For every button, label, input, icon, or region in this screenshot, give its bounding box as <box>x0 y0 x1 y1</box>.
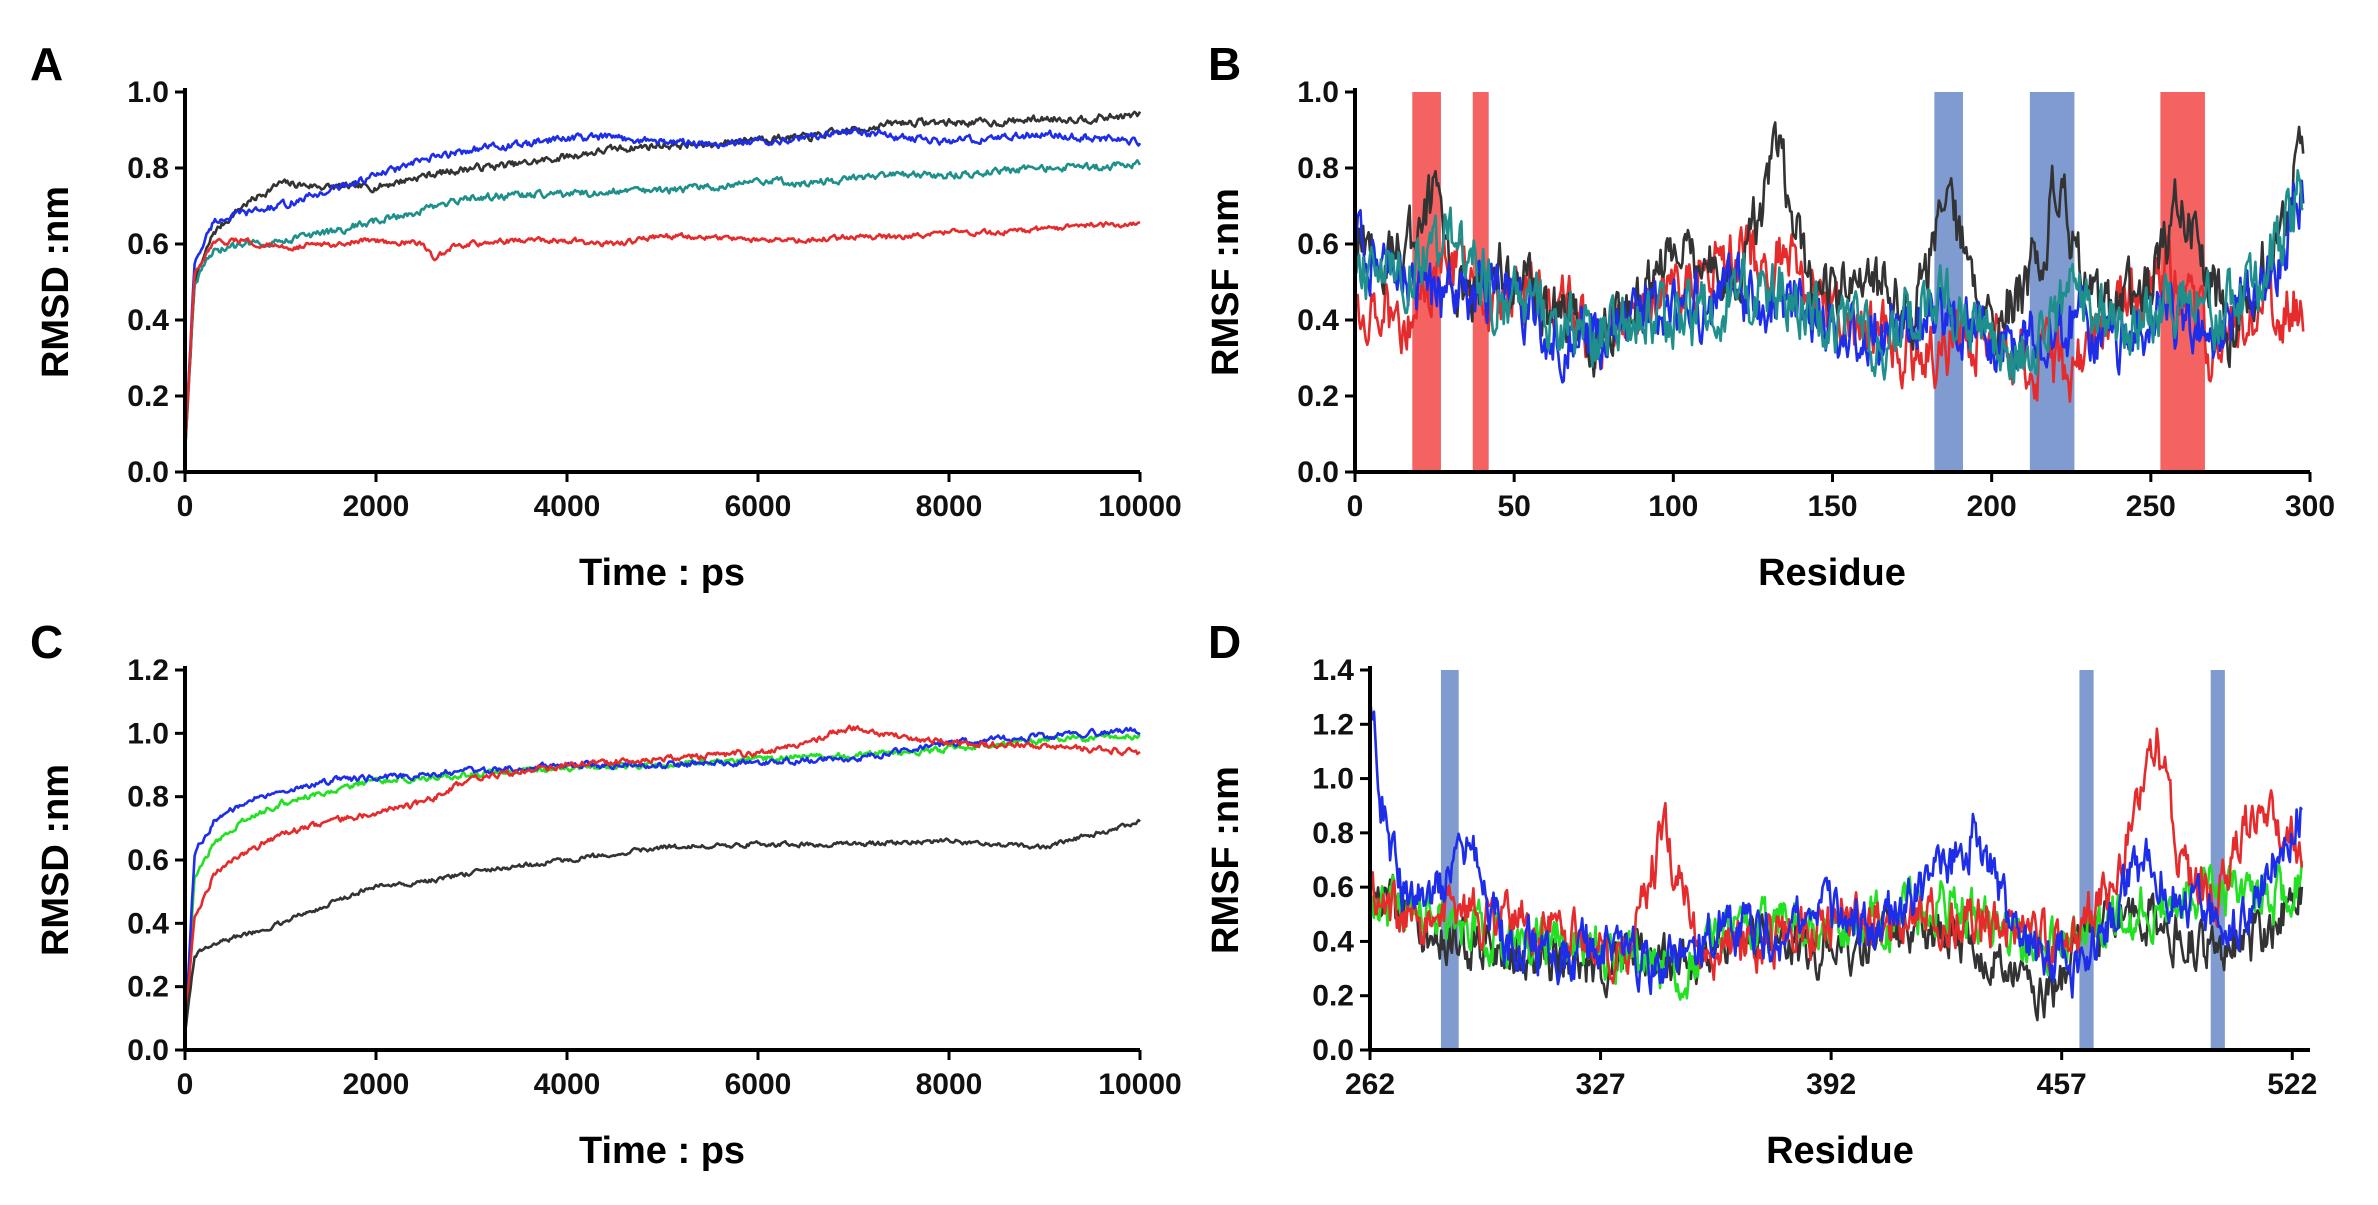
x-tick-label-b-1: 50 <box>1497 490 1530 523</box>
axes-c: 0.0 0.2 0.4 0.6 0.8 1.0 1.2 0 2000 4000 6000 8000 10… <box>127 654 1181 1101</box>
y-tick-label-b-2: 0.4 <box>1297 304 1339 337</box>
x-tick-label-a-2: 4000 <box>534 490 601 523</box>
x-tick-label-b-3: 150 <box>1807 490 1857 523</box>
y-tick-label-b-1: 0.2 <box>1297 380 1339 413</box>
series-lines-d <box>1368 696 2304 1022</box>
y-axis-title-a: RMSD :nm <box>35 186 77 378</box>
x-tick-label-b-2: 100 <box>1648 490 1698 523</box>
y-tick-label-d-3: 0.6 <box>1312 871 1354 904</box>
x-tick-label-c-4: 8000 <box>916 1068 983 1101</box>
series-line-a-teal <box>183 159 1142 454</box>
y-axis-title-c: RMSD :nm <box>35 764 77 956</box>
panel-letter-a: A <box>30 38 63 90</box>
x-tick-label-c-0: 0 <box>177 1068 194 1101</box>
highlight-band-d-1 <box>1440 670 1459 1050</box>
y-tick-label-b-0: 0.0 <box>1297 456 1339 489</box>
highlight-band-d-2 <box>2079 670 2094 1050</box>
x-axis-title-d: Residue <box>1766 1130 1914 1172</box>
x-axis-title-b: Residue <box>1758 552 1906 594</box>
x-tick-label-c-3: 6000 <box>725 1068 792 1101</box>
panel-b: B 0.0 0.2 0.4 0.6 0.8 1.0 0 50 100 150 200 250 300 R… <box>1205 38 2335 594</box>
series-line-d-blue <box>1368 696 2303 999</box>
y-tick-label-a-4: 0.8 <box>127 152 169 185</box>
x-tick-label-b-0: 0 <box>1347 490 1364 523</box>
series-line-a-blue <box>183 126 1142 454</box>
x-axis-title-c: Time : ps <box>579 1130 745 1172</box>
y-axis-title-d: RMSF :nm <box>1205 766 1247 954</box>
series-line-b-teal <box>1353 169 2304 384</box>
y-tick-label-d-0: 0.0 <box>1312 1034 1354 1067</box>
y-tick-label-a-3: 0.6 <box>127 228 169 261</box>
series-line-c-green <box>183 732 1141 1035</box>
y-tick-label-c-3: 0.6 <box>127 844 169 877</box>
series-lines-b <box>1353 121 2305 403</box>
panel-a: A 0.0 0.2 0.4 0.6 0.8 1.0 0 2000 4000 6000 8000 100… <box>30 38 1182 594</box>
y-tick-label-d-7: 1.4 <box>1312 654 1354 687</box>
panel-letter-c: C <box>30 616 63 668</box>
x-tick-label-c-1: 2000 <box>343 1068 410 1101</box>
panel-d: D 0.0 0.2 0.4 0.6 0.8 1.0 1.2 1.4 262 327 392 457 52… <box>1205 616 2317 1172</box>
y-tick-label-b-4: 0.8 <box>1297 152 1339 185</box>
highlight-bands-d <box>1440 670 2225 1050</box>
series-lines-a <box>183 110 1142 454</box>
x-tick-label-a-3: 6000 <box>725 490 792 523</box>
y-tick-label-c-5: 1.0 <box>127 717 169 750</box>
y-tick-label-d-2: 0.4 <box>1312 925 1354 958</box>
x-tick-label-c-2: 4000 <box>534 1068 601 1101</box>
y-tick-label-c-1: 0.2 <box>127 971 169 1004</box>
y-tick-label-d-5: 1.0 <box>1312 763 1354 796</box>
panel-letter-d: D <box>1208 616 1241 668</box>
x-tick-label-d-3: 457 <box>2037 1068 2087 1101</box>
y-tick-label-a-0: 0.0 <box>127 456 169 489</box>
y-tick-label-b-3: 0.6 <box>1297 228 1339 261</box>
y-tick-label-c-2: 0.4 <box>127 907 169 940</box>
y-tick-label-a-1: 0.2 <box>127 380 169 413</box>
y-axis-title-b: RMSF :nm <box>1205 188 1247 376</box>
y-tick-label-b-5: 1.0 <box>1297 76 1339 109</box>
series-line-c-red <box>183 724 1141 1035</box>
x-tick-label-c-5: 10000 <box>1098 1068 1181 1101</box>
y-tick-label-a-5: 1.0 <box>127 76 169 109</box>
y-tick-label-a-2: 0.4 <box>127 304 169 337</box>
axes-d: 0.0 0.2 0.4 0.6 0.8 1.0 1.2 1.4 262 327 392 457 522 <box>1312 654 2317 1101</box>
x-tick-label-b-5: 250 <box>2126 490 2176 523</box>
axes-b: 0.0 0.2 0.4 0.6 0.8 1.0 0 50 100 150 200 250 300 <box>1297 76 2335 523</box>
series-line-d-red <box>1369 727 2304 985</box>
x-axis-title-a: Time : ps <box>579 552 745 594</box>
y-tick-label-c-6: 1.2 <box>127 654 169 687</box>
x-tick-label-d-2: 392 <box>1806 1068 1856 1101</box>
y-tick-label-d-1: 0.2 <box>1312 980 1354 1013</box>
y-tick-label-d-6: 1.2 <box>1312 708 1354 741</box>
panel-letter-b: B <box>1208 38 1241 90</box>
x-tick-label-d-1: 327 <box>1576 1068 1626 1101</box>
series-line-b-black <box>1354 121 2305 378</box>
series-line-d-black <box>1368 873 2304 1022</box>
panel-c: C 0.0 0.2 0.4 0.6 0.8 1.0 1.2 0 2000 4000 6000 8000… <box>30 616 1182 1172</box>
x-tick-label-b-6: 300 <box>2285 490 2335 523</box>
y-tick-label-c-4: 0.8 <box>127 781 169 814</box>
x-tick-label-a-1: 2000 <box>343 490 410 523</box>
x-tick-label-a-4: 8000 <box>916 490 983 523</box>
series-lines-c <box>183 724 1141 1035</box>
y-tick-label-d-4: 0.8 <box>1312 817 1354 850</box>
x-tick-label-a-5: 10000 <box>1098 490 1181 523</box>
x-tick-label-a-0: 0 <box>177 490 194 523</box>
series-line-c-blue <box>183 726 1141 1035</box>
series-line-a-red <box>183 220 1141 454</box>
x-tick-label-d-4: 522 <box>2267 1068 2317 1101</box>
series-line-c-black <box>183 818 1141 1035</box>
x-tick-label-b-4: 200 <box>1967 490 2017 523</box>
series-line-a-black <box>183 110 1142 454</box>
axes-a: 0.0 0.2 0.4 0.6 0.8 1.0 0 2000 4000 6000 8000 10000 <box>127 76 1181 523</box>
y-tick-label-c-0: 0.0 <box>127 1034 169 1067</box>
x-tick-label-d-0: 262 <box>1345 1068 1395 1101</box>
